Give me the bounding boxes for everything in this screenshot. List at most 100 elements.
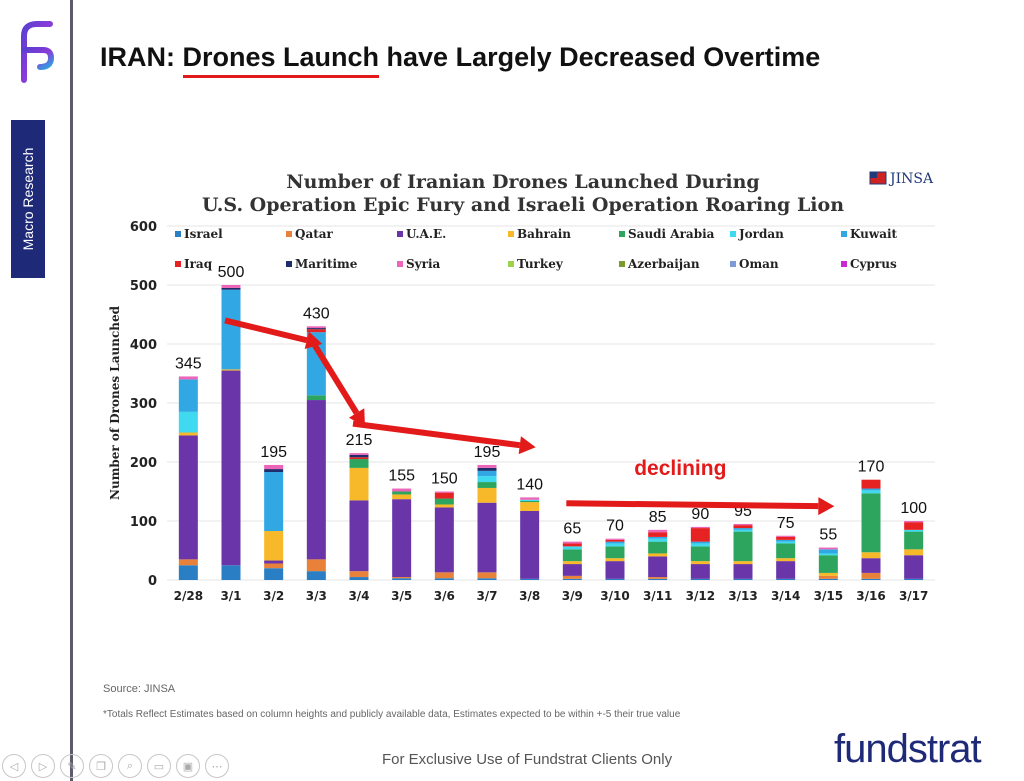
x-tick-label: 3/15 [814,589,843,603]
camera-icon[interactable]: ▣ [176,754,200,778]
bar-segment [349,453,369,455]
bar-total-label: 140 [516,476,543,493]
more-icon[interactable]: ⋯ [205,754,229,778]
bar-segment [861,488,881,491]
bar-segment [776,536,796,540]
jinsa-flag-canton [870,172,877,178]
bar-segment [349,459,369,468]
subtitles-icon[interactable]: ▭ [147,754,171,778]
legend-swatch [508,261,514,267]
bar-segment [434,578,454,580]
legend-label: Jordan [738,227,784,241]
y-tick-label: 500 [130,279,157,294]
legend-label: U.A.E. [406,227,446,241]
title-prefix: IRAN: [100,42,183,72]
bar-segment [904,549,924,556]
bar-segment [520,499,540,501]
legend-swatch [619,231,625,237]
x-tick-label: 3/2 [263,589,284,603]
bar-segment [306,332,326,396]
legend-label: Turkey [517,257,564,271]
zoom-icon[interactable]: ⌕ [118,754,142,778]
legend-label: Syria [406,257,441,271]
bar-segment [520,500,540,503]
bar-segment [221,565,241,580]
bar-segment [264,563,284,569]
legend-swatch [286,231,292,237]
y-tick-label: 400 [130,338,157,353]
x-tick-label: 3/13 [728,589,757,603]
bar-total-label: 85 [649,509,667,526]
bar-segment [477,572,497,579]
pen-icon[interactable]: ✎ [60,754,84,778]
bar-total-label: 70 [606,518,624,535]
x-tick-label: 3/3 [306,589,327,603]
bar-segment [904,531,924,550]
x-tick-label: 3/8 [519,589,540,603]
trend-arrow-shaft [566,500,819,510]
legend-label: Kuwait [850,227,898,241]
trend-arrow-shaft [352,420,521,449]
previous-icon[interactable]: ◁ [2,754,26,778]
legend-label: Cyprus [850,257,897,271]
declining-annotation: declining [634,457,726,480]
bar-segment [605,546,625,559]
legend-swatch [841,261,847,267]
bar-segment [733,523,753,526]
x-tick-label: 3/7 [476,589,497,603]
bar-segment [733,578,753,580]
bar-segment [562,575,582,579]
bar-segment [349,577,369,580]
bar-segment [434,491,454,493]
y-tick-label: 0 [148,574,157,589]
bar-segment [904,578,924,580]
trend-arrow-head [518,436,536,455]
bar-segment [477,482,497,488]
footnote: *Totals Reflect Estimates based on colum… [103,709,681,720]
bar-segment [648,578,668,580]
bar-segment [776,558,796,562]
legend-swatch [397,231,403,237]
bar-total-label: 100 [900,500,927,517]
bar-segment [349,571,369,578]
bar-total-label: 500 [218,264,245,281]
legend-label: Bahrain [517,227,571,241]
bar-segment [434,498,454,505]
bar-segment [477,578,497,580]
x-tick-label: 3/9 [562,589,583,603]
next-icon[interactable]: ▷ [31,754,55,778]
bar-segment [264,560,284,564]
x-tick-label: 3/11 [643,589,672,603]
bar-segment [392,578,412,580]
bar-segment [221,369,241,371]
slides-icon[interactable]: ❐ [89,754,113,778]
bar-segment [690,526,710,529]
macro-research-tab: Macro Research [11,120,45,278]
bar-segment [733,531,753,562]
bar-segment [306,395,326,401]
bar-segment [477,470,497,477]
legend-swatch [175,231,181,237]
bar-segment [178,435,198,560]
legend-label: Qatar [295,227,334,241]
bar-segment [776,535,796,537]
fundstrat-f-logo-icon [21,21,55,83]
bar-segment [818,549,838,554]
legend-swatch [730,261,736,267]
legend-label: Maritime [295,257,358,271]
legend-label: Saudi Arabia [628,227,715,241]
bar-segment [818,547,838,550]
bar-segment [221,285,241,288]
bar-segment [264,469,284,473]
title-suffix: have Largely Decreased Overtime [379,42,821,72]
bar-segment [520,497,540,500]
y-tick-label: 300 [130,397,157,412]
bar-segment [221,289,241,370]
source-note: Source: JINSA [103,683,176,695]
trend-arrow-shaft [307,336,360,415]
bar-segment [818,572,838,576]
bar-segment [306,559,326,572]
bar-segment [221,370,241,566]
bar-segment [178,411,198,433]
bar-segment [733,564,753,579]
